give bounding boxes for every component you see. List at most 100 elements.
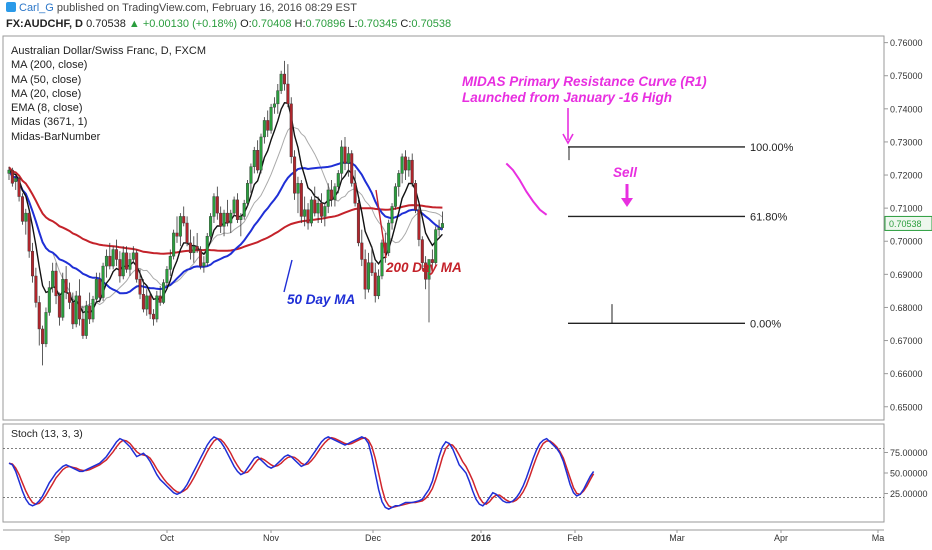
- stoch-tick-label: 50.00000: [890, 469, 928, 479]
- candle-body: [71, 302, 75, 325]
- candle-body: [414, 183, 418, 210]
- annotation-midas-title: MIDAS Primary Resistance Curve (R1): [462, 74, 707, 89]
- candle-body: [188, 242, 192, 254]
- time-tick-label: Apr: [774, 533, 788, 543]
- candle-body: [353, 183, 357, 204]
- candle-body: [111, 249, 115, 267]
- candle-body: [279, 73, 283, 91]
- time-tick-label: Mar: [669, 533, 685, 543]
- chart-header: Carl_G published on TradingView.com, Feb…: [0, 0, 932, 36]
- candle-body: [387, 222, 391, 254]
- candle-body: [343, 146, 347, 164]
- legend-midas[interactable]: Midas (3671, 1): [11, 116, 88, 129]
- price-tick-label: 0.68000: [890, 303, 923, 313]
- legend-ema8[interactable]: EMA (8, close): [11, 102, 83, 115]
- candle-body: [199, 249, 203, 267]
- candle-body: [81, 318, 85, 336]
- author-name[interactable]: Carl_G: [19, 2, 54, 14]
- legend-ma200[interactable]: MA (200, close): [11, 59, 88, 72]
- candle-body: [225, 212, 229, 224]
- candle-body: [94, 279, 98, 300]
- candle-body: [131, 252, 135, 260]
- candle-body: [330, 189, 334, 201]
- candle-body: [168, 255, 172, 270]
- candle-body: [121, 252, 125, 277]
- candle-body: [64, 279, 68, 293]
- candle-body: [430, 259, 434, 263]
- candle-body: [326, 189, 330, 207]
- candle-body: [54, 270, 58, 297]
- candle-body: [289, 103, 293, 158]
- candle-body: [262, 120, 266, 138]
- legend-ma20[interactable]: MA (20, close): [11, 87, 82, 100]
- last-price-tag-label: 0.70538: [889, 219, 922, 229]
- candle-body: [367, 262, 371, 290]
- candle-body: [333, 186, 337, 201]
- time-tick-label: Ma: [872, 533, 885, 543]
- time-axis[interactable]: Sep Oct Nov Dec 2016 Feb Mar Apr Ma: [54, 530, 884, 543]
- price-pane-border: [2, 35, 885, 421]
- candle-body: [47, 287, 51, 313]
- candle-body: [145, 295, 149, 310]
- legend-instrument[interactable]: Australian Dollar/Swiss Franc, D, FXCM: [11, 45, 206, 57]
- time-tick-label: Feb: [567, 533, 583, 543]
- candle-body: [266, 120, 270, 131]
- candle-body: [296, 183, 300, 194]
- candle-body: [249, 166, 253, 184]
- candle-body: [51, 270, 55, 288]
- fibonacci-levels: 100.00% 61.80% 0.00%: [568, 142, 794, 330]
- candle-body: [74, 295, 78, 325]
- candle-body: [434, 229, 438, 263]
- candle-body: [309, 199, 313, 224]
- time-tick-label: Dec: [365, 533, 382, 543]
- price-tick-label: 0.70000: [890, 237, 923, 247]
- annotation-200ma-pointer: [375, 189, 387, 259]
- legend-midas-barnumber[interactable]: Midas-BarNumber: [11, 130, 101, 143]
- candle-body: [17, 178, 21, 197]
- fib-level-label: 0.00%: [750, 318, 781, 330]
- candle-body: [98, 279, 102, 298]
- candle-body: [78, 295, 82, 320]
- price-tick-label: 0.65000: [890, 402, 923, 412]
- candle-body: [219, 212, 223, 227]
- open-value: 0.70408: [251, 18, 292, 30]
- time-tick-label: Nov: [263, 533, 280, 543]
- candle-body: [138, 279, 142, 295]
- last-price-tag: [884, 215, 932, 231]
- price-axis[interactable]: 0.76000 0.75000 0.74000 0.73000 0.72000 0.710…: [884, 38, 932, 412]
- annotation-midas-arrow-head: [562, 133, 574, 145]
- candle-body: [246, 183, 250, 204]
- candle-body: [393, 186, 397, 207]
- price-tick-label: 0.74000: [890, 104, 923, 114]
- candle-body: [141, 294, 145, 310]
- candle-body: [232, 199, 236, 214]
- candle-body: [377, 275, 381, 297]
- high-label: H:: [294, 18, 306, 30]
- candle-body: [420, 239, 424, 263]
- candle-body: [316, 202, 320, 214]
- candle-body: [336, 173, 340, 187]
- price-tick-label: 0.69000: [890, 270, 923, 280]
- fib-level-label: 100.00%: [750, 142, 794, 154]
- candle-body: [128, 259, 132, 270]
- candle-body: [195, 246, 199, 250]
- candle-body: [115, 249, 119, 260]
- candle-body: [148, 295, 152, 315]
- candle-body: [34, 275, 38, 303]
- candle-body: [202, 262, 206, 267]
- stochastic-label[interactable]: Stoch (13, 3, 3): [11, 428, 83, 440]
- candle-body: [350, 153, 354, 184]
- candle-body: [373, 272, 377, 297]
- candle-body: [205, 236, 209, 263]
- candle-body: [239, 216, 243, 220]
- candle-body: [7, 169, 11, 174]
- candle-body: [209, 216, 213, 237]
- candle-body: [104, 255, 108, 267]
- candle-body: [14, 178, 18, 182]
- candle-body: [346, 153, 350, 164]
- candle-body: [380, 242, 384, 277]
- price-change: ▲ +0.00130 (+0.18%): [128, 18, 238, 30]
- candle-body: [192, 246, 196, 254]
- legend-ma50[interactable]: MA (50, close): [11, 73, 82, 86]
